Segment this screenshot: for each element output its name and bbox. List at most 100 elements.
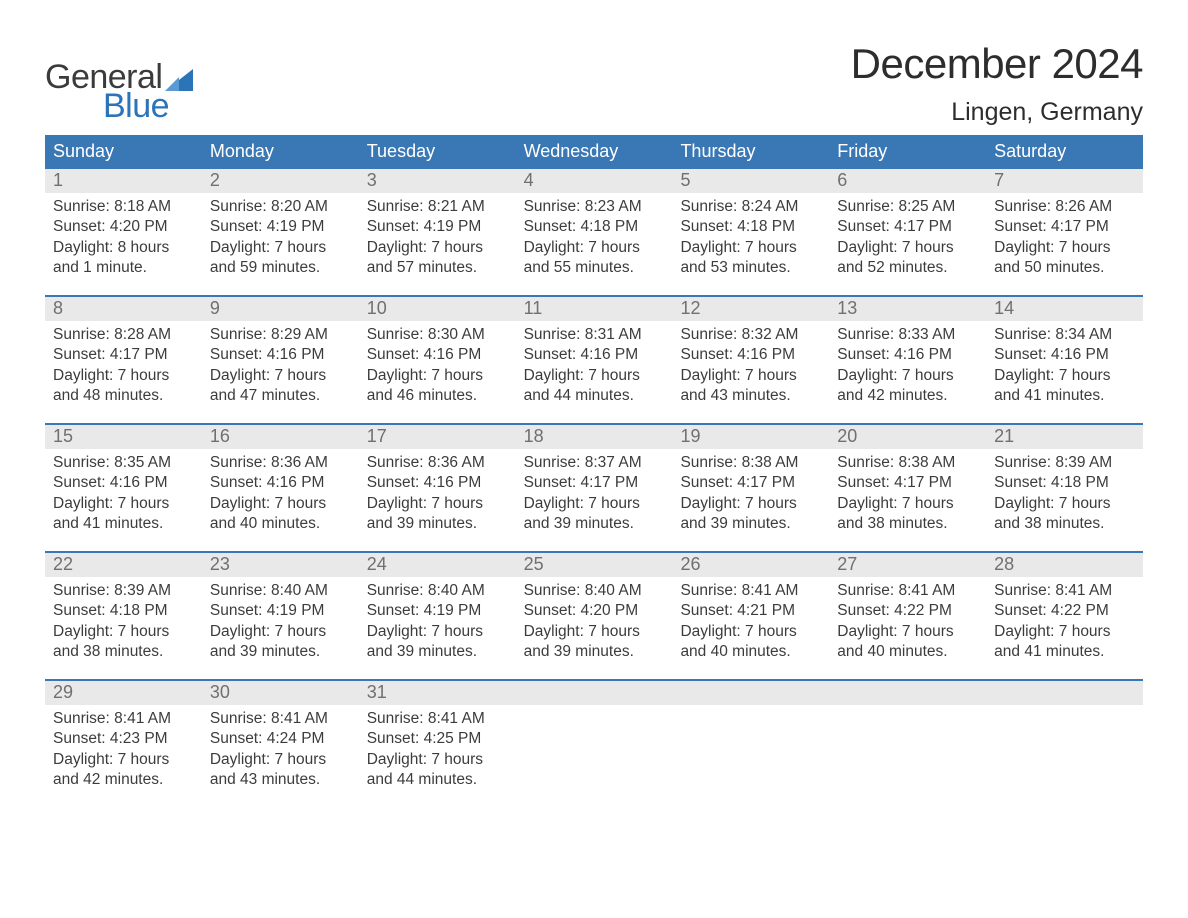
day-cell: 31Sunrise: 8:41 AMSunset: 4:25 PMDayligh… bbox=[359, 681, 516, 807]
day-cell: 23Sunrise: 8:40 AMSunset: 4:19 PMDayligh… bbox=[202, 553, 359, 679]
day-body: Sunrise: 8:41 AMSunset: 4:21 PMDaylight:… bbox=[672, 577, 829, 669]
sunset-line: Sunset: 4:16 PM bbox=[994, 345, 1135, 365]
daylight-line-1: Daylight: 7 hours bbox=[53, 622, 194, 642]
sunset-line: Sunset: 4:21 PM bbox=[680, 601, 821, 621]
daylight-line-1: Daylight: 7 hours bbox=[210, 750, 351, 770]
day-cell bbox=[829, 681, 986, 807]
month-title: December 2024 bbox=[851, 40, 1143, 88]
day-body: Sunrise: 8:41 AMSunset: 4:22 PMDaylight:… bbox=[829, 577, 986, 669]
daylight-line-2: and 1 minute. bbox=[53, 258, 194, 278]
day-cell bbox=[672, 681, 829, 807]
sunrise-line: Sunrise: 8:34 AM bbox=[994, 325, 1135, 345]
day-number: 8 bbox=[45, 297, 202, 321]
sunrise-line: Sunrise: 8:37 AM bbox=[524, 453, 665, 473]
day-cell bbox=[986, 681, 1143, 807]
sunrise-line: Sunrise: 8:41 AM bbox=[837, 581, 978, 601]
day-number: 31 bbox=[359, 681, 516, 705]
day-cell: 26Sunrise: 8:41 AMSunset: 4:21 PMDayligh… bbox=[672, 553, 829, 679]
daylight-line-2: and 43 minutes. bbox=[680, 386, 821, 406]
sunrise-line: Sunrise: 8:31 AM bbox=[524, 325, 665, 345]
sunrise-line: Sunrise: 8:40 AM bbox=[367, 581, 508, 601]
daylight-line-2: and 42 minutes. bbox=[837, 386, 978, 406]
sunset-line: Sunset: 4:17 PM bbox=[994, 217, 1135, 237]
daylight-line-1: Daylight: 7 hours bbox=[837, 622, 978, 642]
day-body: Sunrise: 8:30 AMSunset: 4:16 PMDaylight:… bbox=[359, 321, 516, 413]
daylight-line-1: Daylight: 7 hours bbox=[210, 366, 351, 386]
daylight-line-1: Daylight: 7 hours bbox=[524, 366, 665, 386]
sunrise-line: Sunrise: 8:36 AM bbox=[210, 453, 351, 473]
sunrise-line: Sunrise: 8:30 AM bbox=[367, 325, 508, 345]
day-cell: 20Sunrise: 8:38 AMSunset: 4:17 PMDayligh… bbox=[829, 425, 986, 551]
day-number: 28 bbox=[986, 553, 1143, 577]
day-body: Sunrise: 8:21 AMSunset: 4:19 PMDaylight:… bbox=[359, 193, 516, 285]
daylight-line-2: and 38 minutes. bbox=[994, 514, 1135, 534]
day-number: 21 bbox=[986, 425, 1143, 449]
day-number: 23 bbox=[202, 553, 359, 577]
sunrise-line: Sunrise: 8:41 AM bbox=[210, 709, 351, 729]
sunset-line: Sunset: 4:16 PM bbox=[524, 345, 665, 365]
day-cell: 16Sunrise: 8:36 AMSunset: 4:16 PMDayligh… bbox=[202, 425, 359, 551]
dow-cell: Sunday bbox=[45, 135, 202, 169]
sunset-line: Sunset: 4:17 PM bbox=[53, 345, 194, 365]
week-row: 1Sunrise: 8:18 AMSunset: 4:20 PMDaylight… bbox=[45, 169, 1143, 295]
daylight-line-2: and 43 minutes. bbox=[210, 770, 351, 790]
day-number: 18 bbox=[516, 425, 673, 449]
daylight-line-2: and 52 minutes. bbox=[837, 258, 978, 278]
daylight-line-1: Daylight: 7 hours bbox=[53, 366, 194, 386]
sunset-line: Sunset: 4:16 PM bbox=[680, 345, 821, 365]
sunrise-line: Sunrise: 8:32 AM bbox=[680, 325, 821, 345]
day-cell: 19Sunrise: 8:38 AMSunset: 4:17 PMDayligh… bbox=[672, 425, 829, 551]
day-body: Sunrise: 8:38 AMSunset: 4:17 PMDaylight:… bbox=[672, 449, 829, 541]
day-cell: 17Sunrise: 8:36 AMSunset: 4:16 PMDayligh… bbox=[359, 425, 516, 551]
day-body: Sunrise: 8:28 AMSunset: 4:17 PMDaylight:… bbox=[45, 321, 202, 413]
day-body: Sunrise: 8:38 AMSunset: 4:17 PMDaylight:… bbox=[829, 449, 986, 541]
daylight-line-1: Daylight: 7 hours bbox=[837, 494, 978, 514]
sunrise-line: Sunrise: 8:29 AM bbox=[210, 325, 351, 345]
sunset-line: Sunset: 4:18 PM bbox=[994, 473, 1135, 493]
sunrise-line: Sunrise: 8:38 AM bbox=[680, 453, 821, 473]
day-number: 15 bbox=[45, 425, 202, 449]
sunrise-line: Sunrise: 8:38 AM bbox=[837, 453, 978, 473]
dow-cell: Monday bbox=[202, 135, 359, 169]
day-number: 26 bbox=[672, 553, 829, 577]
sunset-line: Sunset: 4:16 PM bbox=[837, 345, 978, 365]
sunset-line: Sunset: 4:19 PM bbox=[210, 601, 351, 621]
day-number: 25 bbox=[516, 553, 673, 577]
sunrise-line: Sunrise: 8:41 AM bbox=[53, 709, 194, 729]
sunrise-line: Sunrise: 8:35 AM bbox=[53, 453, 194, 473]
day-cell: 27Sunrise: 8:41 AMSunset: 4:22 PMDayligh… bbox=[829, 553, 986, 679]
sunset-line: Sunset: 4:16 PM bbox=[210, 345, 351, 365]
day-cell: 22Sunrise: 8:39 AMSunset: 4:18 PMDayligh… bbox=[45, 553, 202, 679]
day-body: Sunrise: 8:33 AMSunset: 4:16 PMDaylight:… bbox=[829, 321, 986, 413]
daylight-line-2: and 55 minutes. bbox=[524, 258, 665, 278]
sunset-line: Sunset: 4:18 PM bbox=[53, 601, 194, 621]
day-body: Sunrise: 8:23 AMSunset: 4:18 PMDaylight:… bbox=[516, 193, 673, 285]
sunset-line: Sunset: 4:22 PM bbox=[837, 601, 978, 621]
daylight-line-2: and 53 minutes. bbox=[680, 258, 821, 278]
day-number: 16 bbox=[202, 425, 359, 449]
day-body: Sunrise: 8:39 AMSunset: 4:18 PMDaylight:… bbox=[986, 449, 1143, 541]
day-cell: 12Sunrise: 8:32 AMSunset: 4:16 PMDayligh… bbox=[672, 297, 829, 423]
week-row: 22Sunrise: 8:39 AMSunset: 4:18 PMDayligh… bbox=[45, 551, 1143, 679]
day-body: Sunrise: 8:36 AMSunset: 4:16 PMDaylight:… bbox=[202, 449, 359, 541]
daylight-line-2: and 39 minutes. bbox=[210, 642, 351, 662]
sunset-line: Sunset: 4:17 PM bbox=[680, 473, 821, 493]
sunrise-line: Sunrise: 8:36 AM bbox=[367, 453, 508, 473]
sunset-line: Sunset: 4:16 PM bbox=[367, 345, 508, 365]
daylight-line-1: Daylight: 8 hours bbox=[53, 238, 194, 258]
day-cell: 24Sunrise: 8:40 AMSunset: 4:19 PMDayligh… bbox=[359, 553, 516, 679]
day-body: Sunrise: 8:41 AMSunset: 4:23 PMDaylight:… bbox=[45, 705, 202, 797]
day-cell: 4Sunrise: 8:23 AMSunset: 4:18 PMDaylight… bbox=[516, 169, 673, 295]
sunrise-line: Sunrise: 8:28 AM bbox=[53, 325, 194, 345]
daylight-line-2: and 38 minutes. bbox=[53, 642, 194, 662]
daylight-line-1: Daylight: 7 hours bbox=[367, 238, 508, 258]
daylight-line-1: Daylight: 7 hours bbox=[367, 494, 508, 514]
week-row: 15Sunrise: 8:35 AMSunset: 4:16 PMDayligh… bbox=[45, 423, 1143, 551]
sunset-line: Sunset: 4:17 PM bbox=[524, 473, 665, 493]
sunset-line: Sunset: 4:18 PM bbox=[524, 217, 665, 237]
day-cell: 3Sunrise: 8:21 AMSunset: 4:19 PMDaylight… bbox=[359, 169, 516, 295]
daylight-line-2: and 44 minutes. bbox=[367, 770, 508, 790]
daylight-line-2: and 44 minutes. bbox=[524, 386, 665, 406]
day-body: Sunrise: 8:40 AMSunset: 4:19 PMDaylight:… bbox=[359, 577, 516, 669]
daylight-line-1: Daylight: 7 hours bbox=[680, 494, 821, 514]
